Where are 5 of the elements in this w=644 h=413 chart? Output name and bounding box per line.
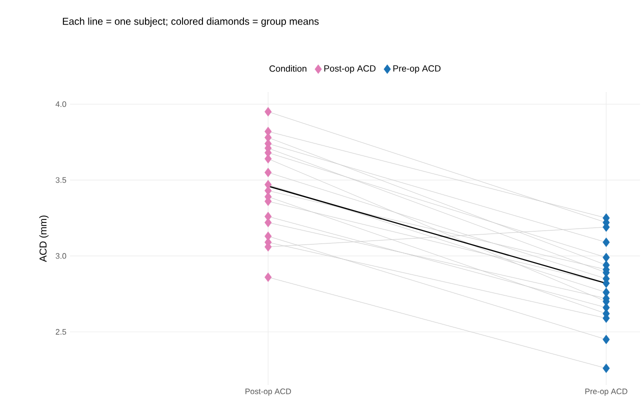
- legend-title: Condition: [270, 65, 306, 72]
- legend-label: Post-op ACD: [324, 65, 376, 74]
- chart-title: Each line = one subject; colored diamonds = group means: [62, 18, 319, 27]
- legend-label: Pre-op ACD: [393, 65, 441, 74]
- y-axis-title: ACD (mm): [39, 216, 49, 262]
